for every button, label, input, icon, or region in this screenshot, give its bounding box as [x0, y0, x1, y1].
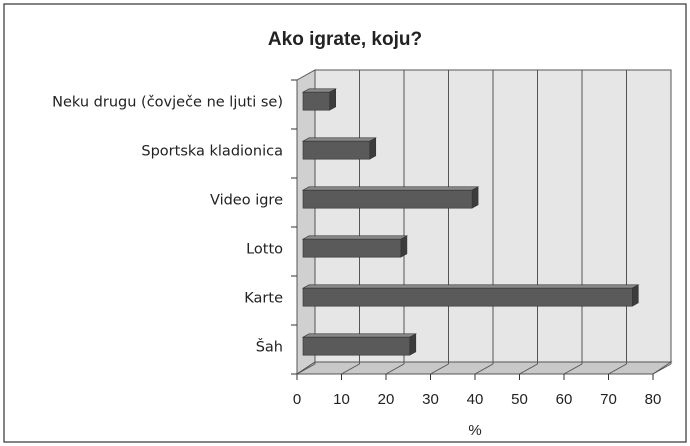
bar-side: [329, 88, 337, 111]
bar-side: [631, 284, 639, 307]
x-tick-label: 0: [293, 391, 301, 408]
y-tick-label: Lotto: [246, 242, 283, 258]
bar: [302, 189, 473, 209]
floor-grid-line: [430, 363, 449, 375]
bar: [302, 238, 402, 258]
y-tick-label: Sportska kladionica: [141, 144, 283, 160]
bar-top: [301, 333, 417, 338]
bar-top: [301, 137, 377, 142]
floor-grid-line: [652, 363, 672, 375]
bar-top: [301, 284, 640, 289]
bar: [302, 91, 331, 111]
floor-grid-line: [341, 363, 360, 375]
x-tick-label: 50: [511, 391, 528, 408]
bar-top: [301, 235, 409, 240]
x-axis-label: %: [468, 422, 481, 439]
x-tick-label: 20: [378, 391, 395, 408]
bar: [302, 140, 371, 160]
floor-grid-line: [608, 363, 627, 375]
y-tick-label: Karte: [244, 291, 283, 307]
x-tick-label: 80: [645, 391, 662, 408]
y-tick-label: Neku drugu (čovječe ne ljuti se): [52, 95, 283, 111]
bar-side: [471, 186, 479, 209]
floor-grid-line: [296, 363, 316, 375]
bar-side: [369, 137, 377, 160]
bar-side: [400, 235, 408, 258]
chart-title: Ako igrate, koju?: [268, 29, 422, 50]
bar-side: [409, 333, 417, 356]
y-tick-label: Video igre: [210, 193, 283, 209]
side-wall: [296, 69, 316, 375]
bar-top: [301, 186, 480, 191]
x-tick-label: 40: [467, 391, 484, 408]
floor-grid-line: [519, 363, 538, 375]
y-tick-label: Šah: [256, 338, 283, 356]
bar: [302, 336, 411, 356]
floor-grid-line: [385, 363, 405, 375]
x-tick-label: 10: [333, 391, 350, 408]
floor-grid-line: [563, 363, 583, 375]
floor-grid-line: [474, 363, 494, 375]
x-tick-label: 60: [556, 391, 573, 408]
x-tick-label: 30: [422, 391, 439, 408]
bar: [302, 287, 633, 307]
x-tick-label: 70: [600, 391, 617, 408]
